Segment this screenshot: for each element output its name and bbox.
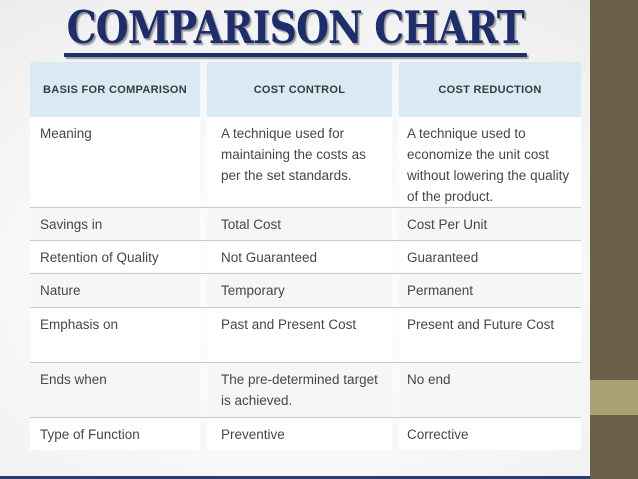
slide-title-text: COMPARISON CHART [63,5,527,57]
cell-basis: Emphasis on [30,308,200,362]
table-row-retention-of-quality: Retention of Quality Not Guaranteed Guar… [30,240,581,273]
cell-cost-reduction: A technique used to economize the unit c… [399,117,581,207]
cell-basis: Retention of Quality [30,241,200,273]
column-header-basis: BASIS FOR COMPARISON [30,62,200,117]
cell-cost-control: A technique used for maintaining the cos… [207,117,392,207]
cell-cost-reduction: Corrective [399,418,581,450]
cell-cost-control: The pre-determined target is achieved. [207,363,392,417]
cell-cost-control: Total Cost [207,208,392,240]
cell-cost-control: Preventive [207,418,392,450]
table-row-type-of-function: Type of Function Preventive Corrective [30,417,581,450]
cell-basis: Meaning [30,117,200,207]
cell-cost-reduction: Permanent [399,274,581,307]
table-row-meaning: Meaning A technique used for maintaining… [30,117,581,207]
cell-cost-reduction: No end [399,363,581,417]
table-row-emphasis-on: Emphasis on Past and Present Cost Presen… [30,307,581,362]
cell-cost-reduction: Cost Per Unit [399,208,581,240]
cell-cost-reduction: Present and Future Cost [399,308,581,362]
sidebar-accent-block [590,380,638,415]
cell-basis: Ends when [30,363,200,417]
table-row-ends-when: Ends when The pre-determined target is a… [30,362,581,417]
slide-content: COMPARISON CHART BASIS FOR COMPARISON CO… [0,0,590,450]
column-header-cost-reduction: COST REDUCTION [399,62,581,117]
cell-cost-reduction: Guaranteed [399,241,581,273]
table-header-row: BASIS FOR COMPARISON COST CONTROL COST R… [30,62,581,117]
cell-cost-control: Not Guaranteed [207,241,392,273]
cell-cost-control: Past and Present Cost [207,308,392,362]
slide-title: COMPARISON CHART [0,0,590,57]
table-row-nature: Nature Temporary Permanent [30,273,581,307]
comparison-table: BASIS FOR COMPARISON COST CONTROL COST R… [30,62,581,450]
bottom-accent-bar [0,476,590,479]
right-accent-sidebar [590,0,638,479]
cell-basis: Nature [30,274,200,307]
cell-basis: Type of Function [30,418,200,450]
cell-basis: Savings in [30,208,200,240]
table-row-savings-in: Savings in Total Cost Cost Per Unit [30,207,581,240]
column-header-cost-control: COST CONTROL [207,62,392,117]
cell-cost-control: Temporary [207,274,392,307]
